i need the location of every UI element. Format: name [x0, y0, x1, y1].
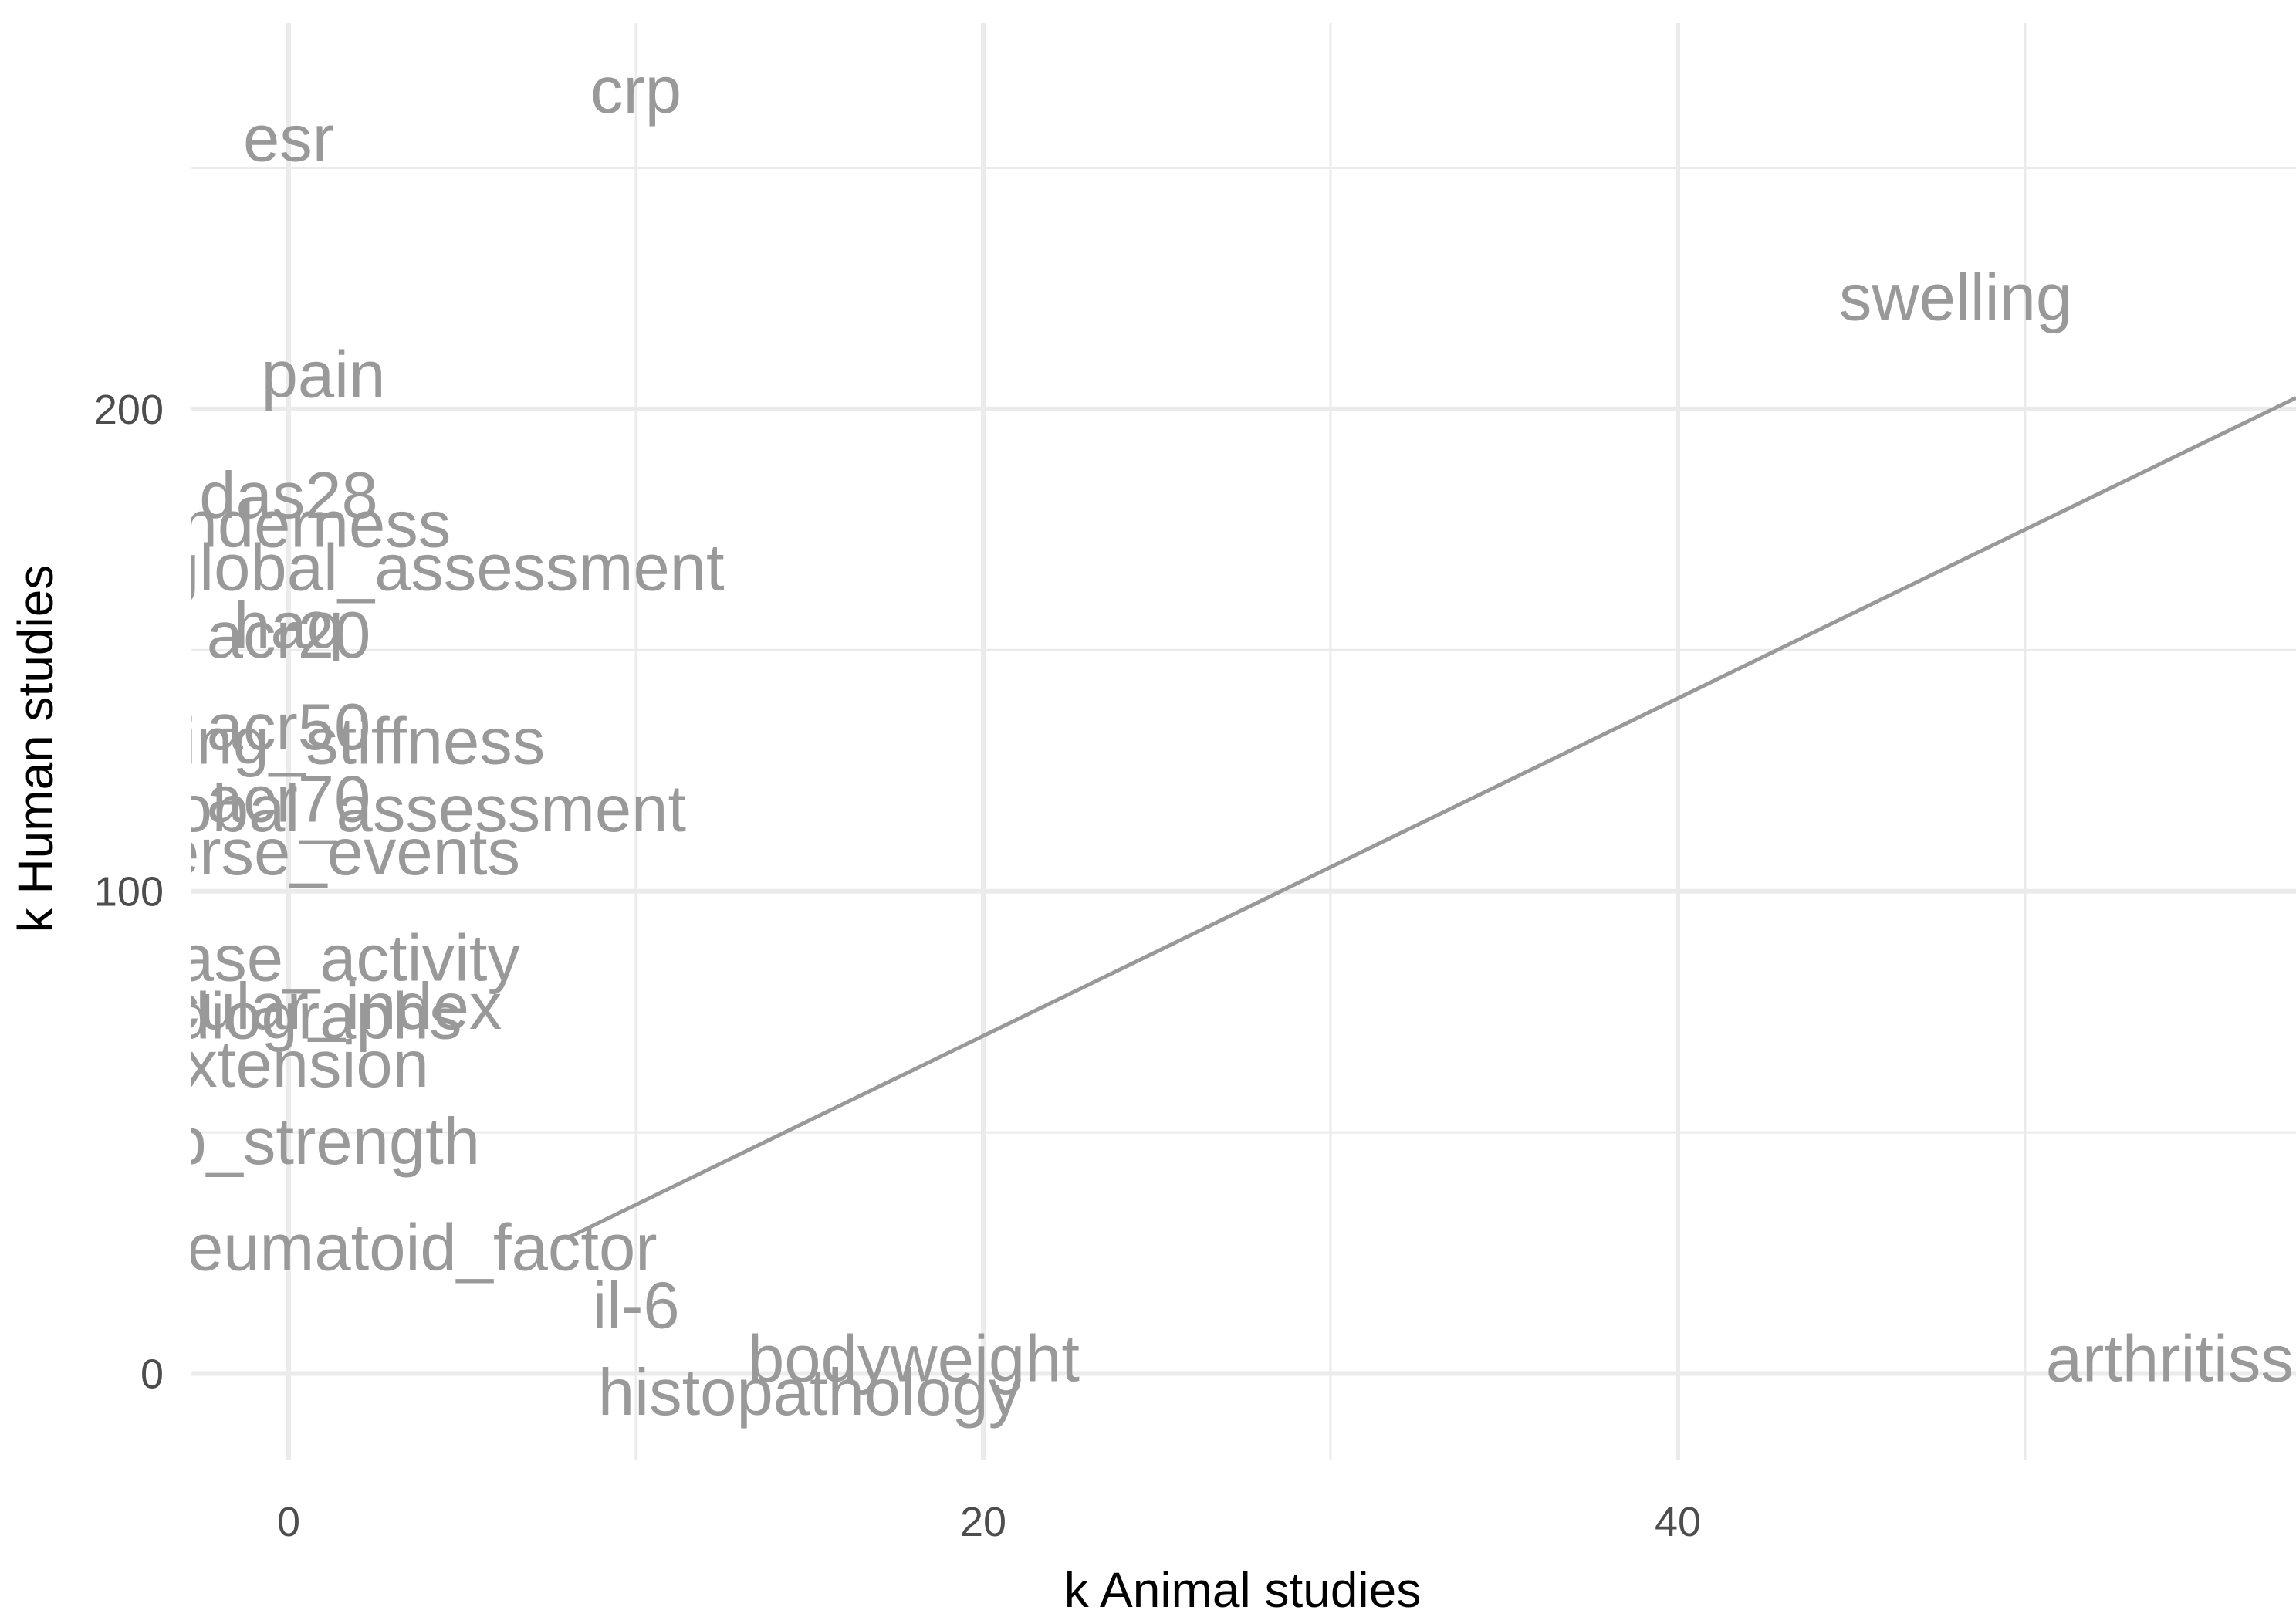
point-label: acr20	[207, 599, 371, 672]
point-label: crp	[590, 54, 681, 127]
point-label: rheumatoid_factor	[128, 1212, 657, 1285]
point-label: disease_activity	[57, 922, 521, 996]
x-axis-title: k Animal studies	[1064, 1562, 1421, 1617]
point-label: acr50	[207, 691, 371, 764]
point-label: morning_stiffness	[32, 705, 546, 779]
grid	[191, 23, 2296, 1460]
y-tick-label: 0	[140, 1351, 164, 1398]
point-label: extension	[148, 1028, 429, 1101]
reference-line	[565, 396, 2296, 1240]
point-label: acr70	[207, 763, 371, 836]
y-axis-title: k Human studies	[8, 565, 63, 933]
point-label: grip_strength	[97, 1105, 480, 1179]
y-tick-label: 200	[94, 387, 164, 433]
point-label: arthritisscore	[2046, 1322, 2296, 1395]
x-tick-label: 40	[1655, 1499, 1701, 1545]
point-label: tenderness	[127, 488, 451, 561]
x-tick-label: 0	[277, 1499, 300, 1545]
point-label: pain	[262, 339, 386, 412]
point-label: das28	[199, 459, 378, 533]
point-label: haq	[234, 590, 343, 663]
point-labels: crp esr swelling pain das28tendernessphysici…	[0, 54, 2296, 1429]
point-label: histopathology	[598, 1356, 1022, 1429]
point-label: physician_global_assessment	[0, 532, 725, 605]
point-label: bodyweight	[748, 1322, 1080, 1395]
y-tick-label: 100	[94, 869, 164, 915]
x-tick-label: 20	[960, 1499, 1006, 1545]
point-label: esr	[243, 102, 334, 175]
point-label: radiographs	[116, 980, 462, 1054]
point-label: adverse_events	[57, 816, 520, 889]
point-label: swelling	[1839, 262, 2072, 335]
point-label: il-6	[592, 1270, 679, 1343]
point-label: articular_index	[76, 970, 502, 1044]
axes: 0 20 40 0 100 200	[94, 387, 1701, 1545]
point-label: patient_global_assessment	[0, 773, 686, 846]
